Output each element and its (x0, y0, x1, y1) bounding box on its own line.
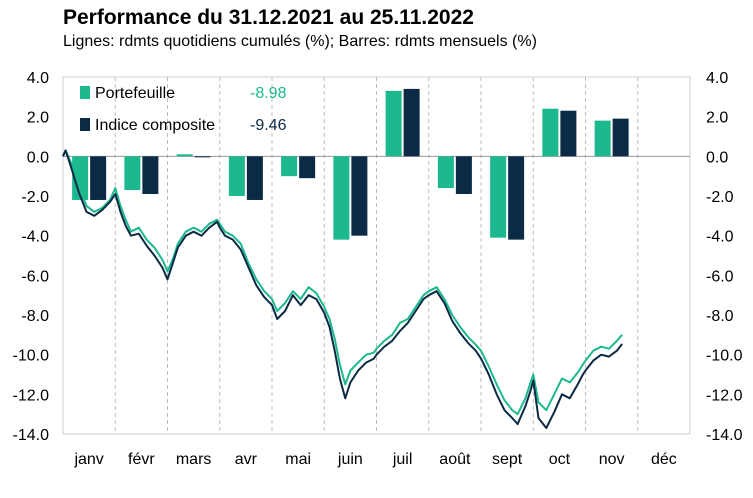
x-tick-label: sept (492, 451, 523, 468)
bar-indice-composite (246, 156, 263, 200)
bar-indice-composite (455, 156, 472, 195)
bar-indice-composite (560, 110, 577, 157)
x-tick-label: oct (549, 451, 571, 468)
bar-portefeuille (437, 156, 454, 189)
bar-portefeuille (176, 154, 193, 157)
y-tick-label-right: -6.0 (706, 268, 734, 285)
bar-portefeuille (385, 90, 402, 157)
legend-value: -8.98 (250, 85, 287, 102)
x-tick-label: mai (285, 451, 311, 468)
bar-portefeuille (281, 156, 298, 177)
bar-indice-composite (403, 88, 420, 157)
legend-swatch-indice-composite (80, 118, 90, 131)
y-tick-label-right: -4.0 (706, 229, 734, 246)
x-tick-label: avr (235, 451, 258, 468)
y-tick-label-right: -2.0 (706, 189, 734, 206)
bar-portefeuille (542, 108, 559, 157)
y-tick-label-left: -12.0 (13, 387, 50, 404)
y-tick-label-left: 4.0 (27, 70, 49, 87)
x-tick-label: juil (392, 451, 413, 468)
bar-indice-composite (612, 118, 629, 157)
line-indice-composite (62, 149, 623, 429)
x-tick-label: nov (599, 451, 625, 468)
chart-title: Performance du 31.12.2021 au 25.11.2022 (63, 6, 474, 29)
bar-indice-composite (351, 156, 368, 236)
bar-portefeuille (72, 156, 89, 200)
y-tick-label-right: 0.0 (706, 149, 728, 166)
x-tick-label: mars (176, 451, 212, 468)
legend-swatch-portefeuille (80, 86, 90, 99)
chart-subtitle: Lignes: rdmts quotidiens cumulés (%); Ba… (63, 33, 537, 50)
x-tick-label: déc (651, 451, 677, 468)
x-tick-label: juin (337, 451, 363, 468)
y-tick-label-left: -6.0 (21, 268, 49, 285)
y-tick-label-right: -10.0 (706, 348, 743, 365)
bar-portefeuille (124, 156, 141, 191)
x-tick-label: févr (128, 451, 155, 468)
bar-portefeuille (228, 156, 245, 196)
y-tick-label-left: -2.0 (21, 189, 49, 206)
y-tick-label-left: -14.0 (13, 427, 50, 444)
bar-indice-composite (299, 156, 316, 179)
bar-portefeuille (490, 156, 507, 238)
line-portefeuille (62, 149, 623, 416)
x-tick-label: janv (73, 451, 103, 468)
y-tick-label-right: 2.0 (706, 110, 728, 127)
bar-portefeuille (333, 156, 350, 240)
y-tick-label-left: -4.0 (21, 229, 49, 246)
bar-portefeuille (594, 120, 611, 157)
bar-indice-composite (142, 156, 159, 195)
y-tick-label-left: 0.0 (27, 149, 49, 166)
legend-value: -9.46 (250, 117, 287, 134)
bar-indice-composite (508, 156, 525, 240)
y-tick-label-left: -8.0 (21, 308, 49, 325)
legend-label: Portefeuille (95, 85, 175, 102)
y-tick-label-right: -8.0 (706, 308, 734, 325)
legend-label: Indice composite (95, 117, 215, 134)
y-tick-label-left: -10.0 (13, 348, 50, 365)
y-tick-label-right: 4.0 (706, 70, 728, 87)
x-tick-label: août (439, 451, 471, 468)
y-tick-label-left: 2.0 (27, 110, 49, 127)
y-tick-label-right: -14.0 (706, 427, 743, 444)
bar-indice-composite (194, 156, 211, 158)
y-tick-label-right: -12.0 (706, 387, 743, 404)
bar-indice-composite (90, 156, 107, 200)
